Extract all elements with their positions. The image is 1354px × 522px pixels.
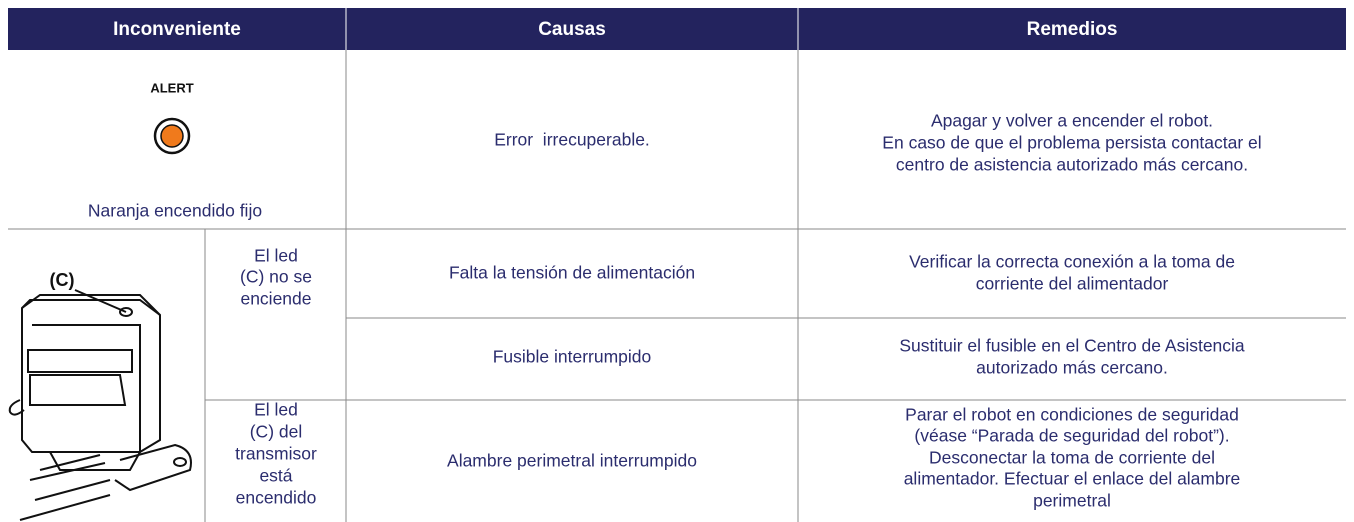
symptom-line: (C) no se (240, 267, 312, 287)
remedy-line: corriente del alimentador (976, 274, 1169, 294)
remedy-line: Verificar la correcta conexión a la toma… (909, 252, 1235, 272)
symptom-line: encendido (236, 488, 317, 508)
remedy-line: centro de asistencia autorizado más cerc… (896, 155, 1248, 175)
alert-led (160, 124, 184, 148)
cause: Fusible interrumpido (493, 347, 652, 367)
remedy-line: autorizado más cercano. (976, 358, 1168, 378)
cause: Falta la tensión de alimentación (449, 263, 695, 283)
remedy-line: Parar el robot en condiciones de segurid… (905, 405, 1239, 425)
remedy-line: Sustituir el fusible en el Centro de Asi… (899, 336, 1245, 356)
symptom-line: transmisor (235, 444, 317, 464)
remedy-line: (véase “Parada de seguridad del robot”). (914, 426, 1229, 446)
symptom-line: El led (254, 400, 298, 420)
remedy-line: alimentador. Efectuar el enlace del alam… (904, 469, 1241, 489)
symptom-line: enciende (240, 289, 311, 309)
symptom-line: (C) del (250, 422, 303, 442)
problem: Naranja encendido fijo (88, 201, 262, 221)
transmitter-illustration (8, 289, 192, 521)
symptom-line: está (259, 466, 292, 486)
remedy-line: Desconectar la toma de corriente del (929, 448, 1215, 468)
header-cell: Inconveniente (113, 19, 241, 40)
header-cell: Remedios (1027, 19, 1118, 40)
remedy-line: Apagar y volver a encender el robot. (931, 111, 1213, 131)
cause: Alambre perimetral interrumpido (447, 451, 697, 471)
remedy-line: perimetral (1033, 491, 1111, 511)
header-cell: Causas (538, 19, 606, 40)
symptom-line: El led (254, 246, 298, 266)
grid-lines (8, 50, 1346, 522)
cause: Error irrecuperable. (494, 130, 650, 150)
icon-label: ALERT (150, 80, 193, 95)
remedy-line: En caso de que el problema persista cont… (882, 133, 1261, 153)
header-bar (8, 8, 1346, 50)
image-label: (C) (50, 270, 75, 290)
